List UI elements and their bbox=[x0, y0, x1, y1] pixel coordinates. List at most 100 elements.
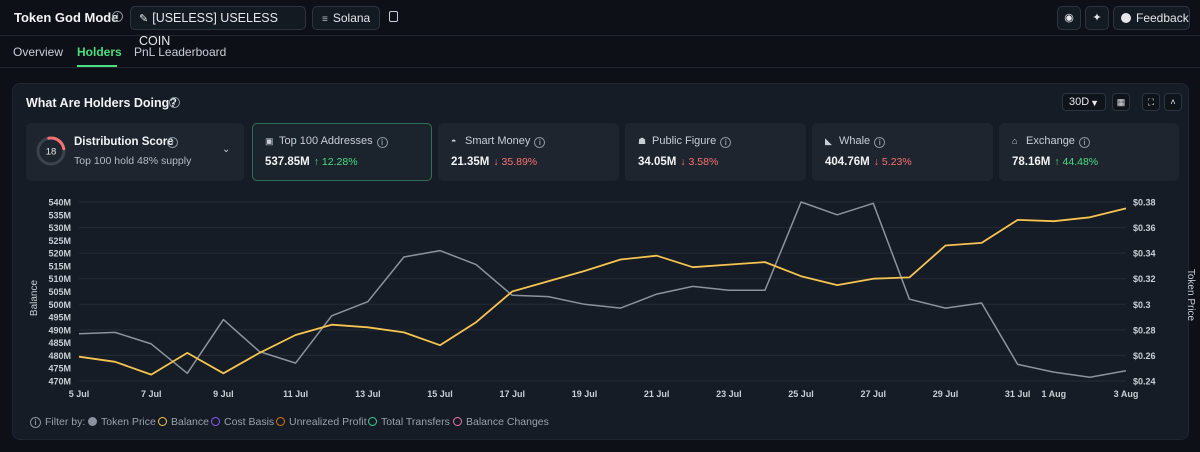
card-top-100-addresses[interactable]: ▣ Top 100 Addresses i 537.85M ↑ 12.28% bbox=[252, 123, 432, 181]
card-exchange[interactable]: ⌂ Exchange i 78.16M ↑ 44.48% bbox=[999, 123, 1179, 181]
x-tick-label: 7 Jul bbox=[141, 389, 162, 399]
card-label: Exchange bbox=[1026, 135, 1075, 147]
whale-icon: ◣ bbox=[825, 136, 832, 146]
y2-tick-label: $0.36 bbox=[1133, 223, 1156, 233]
pencil-icon: ✎ bbox=[139, 13, 149, 25]
series-dot-icon bbox=[453, 417, 462, 426]
panel-title: What Are Holders Doing? bbox=[26, 96, 177, 110]
series-dot-icon bbox=[158, 417, 167, 426]
filter-token-price[interactable]: Token Price bbox=[88, 416, 156, 428]
y-tick-label: 490M bbox=[48, 325, 71, 335]
y-tick-label: 510M bbox=[48, 274, 71, 284]
info-icon[interactable]: i bbox=[1078, 137, 1090, 148]
x-tick-label: 25 Jul bbox=[788, 389, 814, 399]
info-icon[interactable]: i bbox=[169, 97, 180, 108]
x-tick-label: 31 Jul bbox=[1005, 389, 1031, 399]
info-icon[interactable]: i bbox=[534, 137, 546, 148]
pin-button[interactable]: ✦ bbox=[1085, 6, 1109, 30]
y2-tick-label: $0.3 bbox=[1133, 300, 1151, 310]
y-tick-label: 485M bbox=[48, 338, 71, 348]
info-icon: i bbox=[30, 417, 41, 428]
pin-icon: ✦ bbox=[1092, 12, 1102, 24]
card-value: 537.85M bbox=[265, 156, 310, 168]
collapse-button[interactable]: ˄ bbox=[1164, 93, 1182, 111]
token-selector[interactable]: ✎ [USELESS] USELESS COIN bbox=[130, 6, 306, 48]
y-tick-label: 530M bbox=[48, 223, 71, 233]
filter-unrealized-profit[interactable]: Unrealized Profit bbox=[276, 416, 367, 428]
distribution-score-ring: 18 bbox=[36, 136, 66, 166]
y2-tick-label: $0.38 bbox=[1133, 198, 1156, 208]
y2-axis-labels: $0.38 $0.36 $0.34 $0.32 $0.3 $0.28 $0.26 $0.24 bbox=[1133, 198, 1156, 387]
expand-button[interactable]: ⛶ bbox=[1142, 93, 1160, 111]
x-tick-label: 9 Jul bbox=[213, 389, 234, 399]
calendar-button[interactable]: ▦ bbox=[1112, 93, 1130, 111]
card-label: Top 100 Addresses bbox=[279, 135, 373, 147]
bank-icon: ⌂ bbox=[1012, 136, 1018, 146]
card-public-figure[interactable]: ☗ Public Figure i 34.05M ↓ 3.58% bbox=[625, 123, 806, 181]
x-tick-label: 19 Jul bbox=[572, 389, 598, 399]
y-tick-label: 525M bbox=[48, 236, 71, 246]
y2-tick-label: $0.24 bbox=[1133, 377, 1156, 387]
x-axis-labels: 5 Jul 7 Jul 9 Jul 11 Jul 13 Jul 15 Jul 17 Jul 1… bbox=[69, 389, 1139, 399]
series-dot-icon bbox=[276, 417, 285, 426]
y2-tick-label: $0.26 bbox=[1133, 351, 1156, 361]
tab-pnl-leaderboard[interactable]: PnL Leaderboard bbox=[134, 45, 227, 59]
card-change: ↓ 5.23% bbox=[873, 156, 912, 168]
filter-balance-changes[interactable]: Balance Changes bbox=[453, 416, 549, 428]
filter-cost-basis[interactable]: Cost Basis bbox=[211, 416, 274, 428]
feedback-button[interactable]: Feedback bbox=[1113, 6, 1190, 30]
chain-selector[interactable]: ≡ Solana bbox=[312, 6, 380, 30]
y-tick-label: 540M bbox=[48, 198, 71, 208]
range-select[interactable]: 30D ▼ bbox=[1062, 93, 1106, 111]
y-tick-label: 475M bbox=[48, 364, 71, 374]
caret-down-icon: ▼ bbox=[1090, 98, 1099, 108]
x-tick-label: 5 Jul bbox=[69, 389, 90, 399]
copy-icon[interactable] bbox=[389, 11, 398, 22]
x-tick-label: 29 Jul bbox=[933, 389, 959, 399]
filter-balance[interactable]: Balance bbox=[158, 416, 209, 428]
expand-icon: ⛶ bbox=[1147, 97, 1155, 107]
info-icon[interactable]: i bbox=[167, 137, 178, 148]
watch-button[interactable]: ◉ bbox=[1057, 6, 1081, 30]
info-icon[interactable]: i bbox=[720, 137, 732, 148]
distribution-score-card[interactable]: 18 Distribution Score i Top 100 hold 48%… bbox=[26, 123, 244, 181]
tab-holders[interactable]: Holders bbox=[77, 45, 122, 59]
card-smart-money[interactable]: ◓ Smart Money i 21.35M ↓ 35.89% bbox=[438, 123, 619, 181]
active-tab-indicator bbox=[77, 65, 117, 67]
info-icon[interactable]: i bbox=[376, 137, 388, 148]
y-tick-label: 515M bbox=[48, 261, 71, 271]
info-icon[interactable]: i bbox=[112, 11, 123, 22]
card-change: ↑ 44.48% bbox=[1054, 156, 1099, 168]
tab-overview[interactable]: Overview bbox=[13, 45, 64, 59]
card-value: 404.76M bbox=[825, 156, 870, 168]
filter-total-transfers[interactable]: Total Transfers bbox=[368, 416, 450, 428]
y2-tick-label: $0.34 bbox=[1133, 249, 1156, 259]
chart-gridlines bbox=[79, 201, 1126, 382]
y-tick-label: 520M bbox=[48, 249, 71, 259]
series-dot-icon bbox=[368, 417, 377, 426]
eye-icon: ◉ bbox=[1064, 12, 1074, 24]
series-dot-icon bbox=[211, 417, 220, 426]
card-whale[interactable]: ◣ Whale i 404.76M ↓ 5.23% bbox=[812, 123, 993, 181]
x-tick-label: 21 Jul bbox=[644, 389, 670, 399]
feedback-label: Feedback bbox=[1136, 11, 1189, 25]
chevron-up-icon: ˄ bbox=[1170, 97, 1176, 107]
y-tick-label: 505M bbox=[48, 287, 71, 297]
distribution-subtitle: Top 100 hold 48% supply bbox=[74, 155, 192, 167]
x-tick-label: 11 Jul bbox=[283, 389, 308, 399]
range-value: 30D bbox=[1069, 96, 1090, 108]
x-tick-label: 1 Aug bbox=[1041, 389, 1066, 399]
card-change: ↓ 3.58% bbox=[680, 156, 719, 168]
x-tick-label: 15 Jul bbox=[427, 389, 453, 399]
smart-money-icon: ◓ bbox=[451, 136, 457, 146]
card-value: 78.16M bbox=[1012, 156, 1051, 168]
info-icon[interactable]: i bbox=[874, 137, 886, 148]
card-change: ↑ 12.28% bbox=[313, 156, 358, 168]
card-value: 21.35M bbox=[451, 156, 490, 168]
chart-series bbox=[78, 201, 1127, 378]
distribution-title: Distribution Score bbox=[74, 136, 174, 148]
chat-bubble-icon bbox=[1121, 13, 1131, 23]
y2-tick-label: $0.28 bbox=[1133, 325, 1156, 335]
chevron-down-icon[interactable]: ⌄ bbox=[222, 144, 231, 155]
